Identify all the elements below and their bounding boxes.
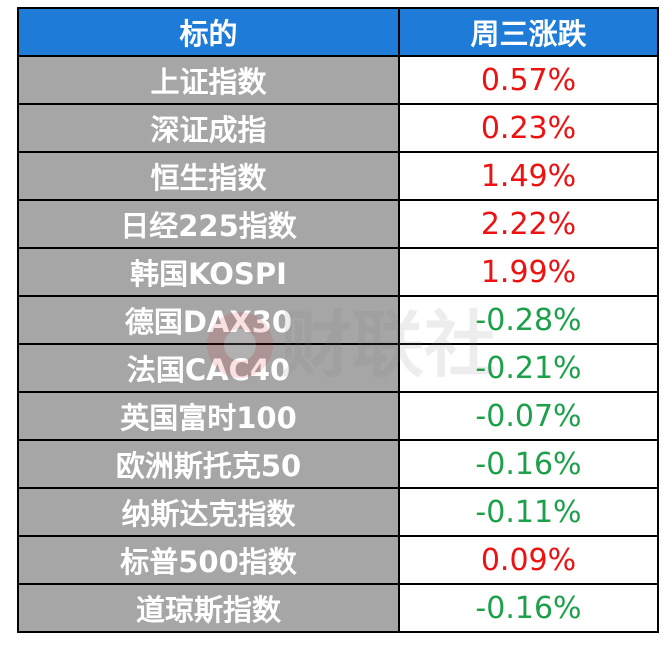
change-value-cell: 0.57%	[398, 55, 659, 105]
table-row: 德国DAX30 -0.28%	[17, 295, 659, 345]
table-row: 欧洲斯托克50 -0.16%	[17, 439, 659, 489]
change-value-cell: -0.11%	[398, 487, 659, 537]
index-name-cell: 纳斯达克指数	[17, 487, 400, 537]
table-row: 纳斯达克指数 -0.11%	[17, 487, 659, 537]
change-value-cell: 0.23%	[398, 103, 659, 153]
table-row: 深证成指 0.23%	[17, 103, 659, 153]
index-name-cell: 标普500指数	[17, 535, 400, 585]
index-name-cell: 恒生指数	[17, 151, 400, 201]
table-row: 标普500指数 0.09%	[17, 535, 659, 585]
table-row: 法国CAC40 -0.21%	[17, 343, 659, 393]
header-wednesday-change: 周三涨跌	[398, 7, 659, 57]
change-value-cell: -0.28%	[398, 295, 659, 345]
change-value-cell: -0.07%	[398, 391, 659, 441]
table-row: 恒生指数 1.49%	[17, 151, 659, 201]
table-row: 道琼斯指数 -0.16%	[17, 583, 659, 633]
table-row: 韩国KOSPI 1.99%	[17, 247, 659, 297]
index-name-cell: 韩国KOSPI	[17, 247, 400, 297]
market-change-table: 标的 周三涨跌 上证指数 0.57% 深证成指 0.23% 恒生指数 1.49% 日经225…	[17, 7, 659, 633]
index-name-cell: 德国DAX30	[17, 295, 400, 345]
index-name-cell: 深证成指	[17, 103, 400, 153]
change-value-cell: -0.21%	[398, 343, 659, 393]
index-name-cell: 英国富时100	[17, 391, 400, 441]
change-value-cell: -0.16%	[398, 439, 659, 489]
index-name-cell: 道琼斯指数	[17, 583, 400, 633]
header-index: 标的	[17, 7, 400, 57]
table-row: 上证指数 0.57%	[17, 55, 659, 105]
change-value-cell: 1.49%	[398, 151, 659, 201]
index-name-cell: 上证指数	[17, 55, 400, 105]
table-row: 英国富时100 -0.07%	[17, 391, 659, 441]
change-value-cell: 1.99%	[398, 247, 659, 297]
change-value-cell: 0.09%	[398, 535, 659, 585]
table-row: 日经225指数 2.22%	[17, 199, 659, 249]
index-name-cell: 法国CAC40	[17, 343, 400, 393]
market-table-container: 标的 周三涨跌 上证指数 0.57% 深证成指 0.23% 恒生指数 1.49% 日经225…	[17, 7, 659, 660]
index-name-cell: 欧洲斯托克50	[17, 439, 400, 489]
table-header-row: 标的 周三涨跌	[17, 7, 659, 57]
change-value-cell: -0.16%	[398, 583, 659, 633]
index-name-cell: 日经225指数	[17, 199, 400, 249]
change-value-cell: 2.22%	[398, 199, 659, 249]
